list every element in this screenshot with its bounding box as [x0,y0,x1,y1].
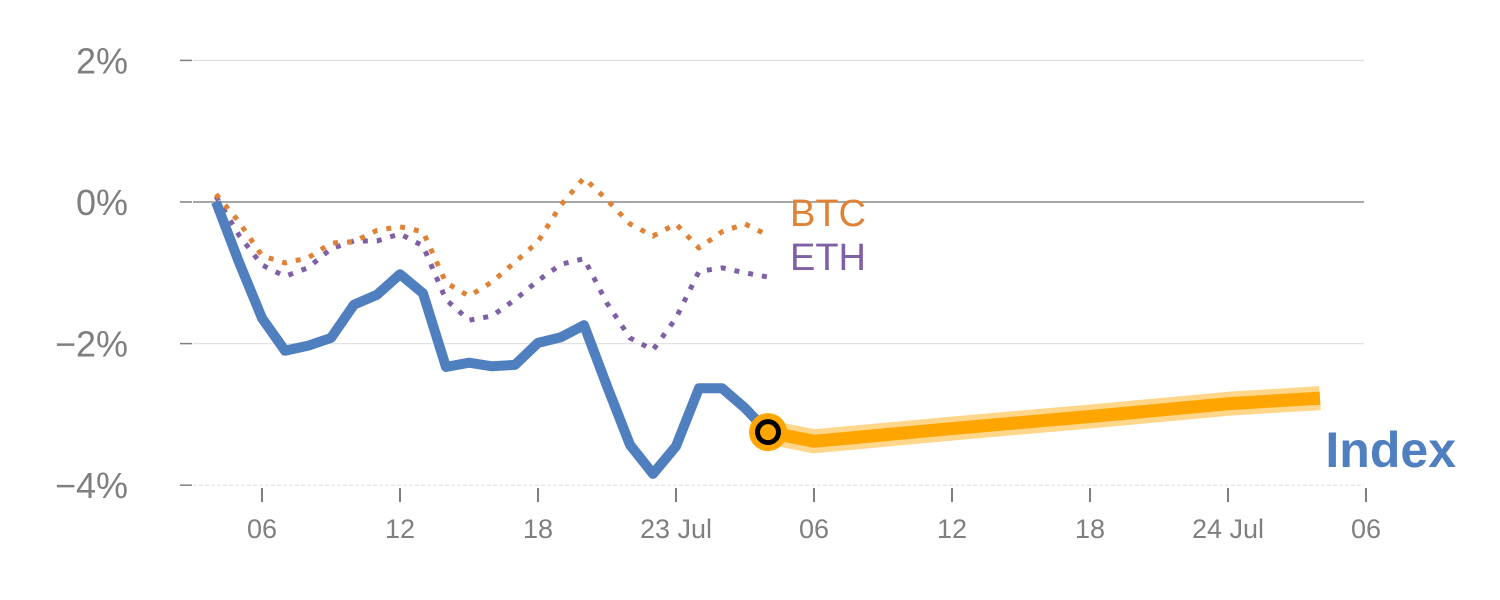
y-tick-label: −4% [55,465,128,506]
x-tick-label: 18 [1075,514,1105,544]
current-point-ring [755,419,781,446]
x-tick-label: 12 [385,514,415,544]
x-tick-label: 24 Jul [1192,514,1264,544]
x-tick-label: 06 [1351,514,1381,544]
series-lines [211,175,1321,479]
forecast-line [766,391,1321,448]
x-tick-label: 06 [247,514,277,544]
y-tick-label: 2% [76,40,128,81]
x-axis: 06 12 18 23 Jul 06 12 18 24 Jul 06 [247,488,1381,544]
btc-label: BTC [790,193,866,235]
x-tick-label: 12 [937,514,967,544]
eth-label: ETH [790,237,866,279]
x-tick-label: 23 Jul [640,514,712,544]
gridlines [193,59,1364,486]
btc-line [214,175,770,299]
eth-line [213,195,769,353]
index-label: Index [1325,422,1456,478]
y-tick-label: −2% [55,324,128,365]
x-tick-label: 18 [523,514,553,544]
y-tick-label: 0% [76,182,128,223]
index-line [211,200,772,479]
y-axis: 2% 0% −2% −4% [55,40,192,506]
x-tick-label: 06 [799,514,829,544]
